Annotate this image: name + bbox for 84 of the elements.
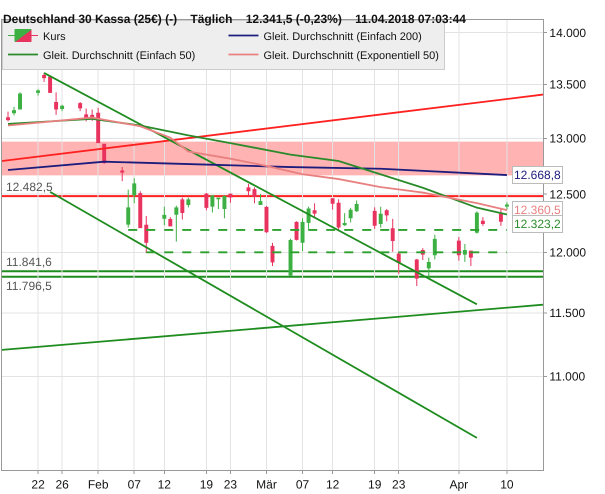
candlestick [384, 208, 389, 222]
candlestick [42, 72, 46, 82]
candlestick [258, 194, 262, 206]
candlestick [12, 106, 16, 116]
candlestick [312, 202, 317, 219]
candlestick [252, 186, 256, 204]
candlestick [222, 194, 226, 219]
candlestick [96, 107, 100, 144]
candlestick [270, 242, 274, 267]
candlestick [348, 207, 353, 223]
candlestick [330, 198, 335, 210]
candlestick [120, 166, 124, 182]
candlestick [354, 200, 359, 212]
candlestick [246, 183, 250, 197]
y-tick-label: 13.000 [549, 131, 586, 146]
candlestick [204, 192, 208, 211]
candlestick [36, 88, 40, 96]
x-tick-label: 26 [55, 477, 70, 492]
x-tick-label: 07 [296, 477, 310, 492]
candlestick [168, 216, 172, 227]
y-tick-label: 14.000 [549, 26, 586, 40]
line-series [7, 160, 508, 176]
x-tick-label: 07 [128, 477, 142, 492]
x-tick-label: 10 [500, 477, 514, 492]
y-tick-label: 11.500 [549, 306, 586, 320]
x-tick-label: Apr [449, 477, 468, 492]
x-tick-label: Mär [256, 477, 277, 492]
legend-label: Kurs [43, 30, 66, 43]
candlestick [180, 197, 184, 220]
data-label: 12.360,5 [514, 203, 562, 217]
candlestick [396, 251, 401, 274]
candlestick [378, 206, 383, 228]
candlestick [480, 216, 485, 226]
candlestick [210, 194, 214, 214]
candlestick [144, 215, 148, 254]
candlestick [228, 193, 232, 204]
y-tick-label: 13.500 [549, 78, 586, 92]
candlestick [300, 218, 305, 252]
ref-line-label: 11.796,5 [6, 279, 52, 293]
x-tick-label: 12 [326, 477, 340, 492]
candlestick [372, 206, 377, 230]
x-tick-label: 12 [158, 477, 172, 492]
candlestick [336, 198, 341, 232]
candlestick [162, 206, 166, 226]
candlestick [468, 250, 473, 267]
candlestick [174, 205, 178, 242]
candlestick [504, 202, 509, 210]
candlestick [498, 207, 503, 226]
candlestick [78, 102, 82, 112]
candlestick [126, 189, 130, 228]
candlestick [216, 197, 220, 210]
x-tick-label: 19 [200, 477, 214, 492]
candlestick [186, 197, 190, 208]
candlestick [390, 218, 395, 252]
x-tick-label: 23 [224, 477, 238, 492]
y-tick-label: 12.500 [549, 187, 586, 202]
x-tick-label: 22 [31, 477, 46, 492]
chart-title: Deutschland 30 Kassa (25€) (-) Täglich 12.341,5 (-0,23%) 11.04.2018 07:03:44 [3, 12, 466, 26]
candlestick [48, 76, 52, 94]
ref-line-label: 11.841,6 [6, 255, 52, 269]
candlestick [432, 234, 437, 260]
y-tick-label: 11.000 [549, 370, 586, 384]
data-label: 12.668,8 [514, 168, 562, 182]
data-label: 12.323,2 [514, 217, 562, 231]
candlestick [342, 212, 347, 226]
candlestick [6, 111, 10, 122]
y-tick-label: 12.000 [549, 246, 586, 260]
x-tick-label: Feb [88, 477, 109, 492]
x-tick-label: 19 [368, 477, 382, 492]
candlestick [132, 178, 136, 204]
legend-label: Gleit. Durchschnitt (Einfach 200) [263, 30, 422, 43]
candlestick [84, 108, 88, 122]
legend-label: Gleit. Durchschnitt (Exponentiell 50) [263, 50, 439, 62]
candlestick [60, 104, 64, 112]
candlestick [18, 92, 22, 110]
x-tick-label: 23 [392, 477, 406, 492]
candlestick [54, 92, 58, 116]
legend-label: Gleit. Durchschnitt (Einfach 50) [43, 50, 196, 62]
ref-line-label: 12.482,5 [6, 180, 54, 194]
candlestick [474, 210, 479, 234]
candlestick [264, 206, 268, 234]
candlestick [288, 238, 293, 277]
candlestick [462, 244, 467, 262]
candlestick [426, 257, 431, 279]
